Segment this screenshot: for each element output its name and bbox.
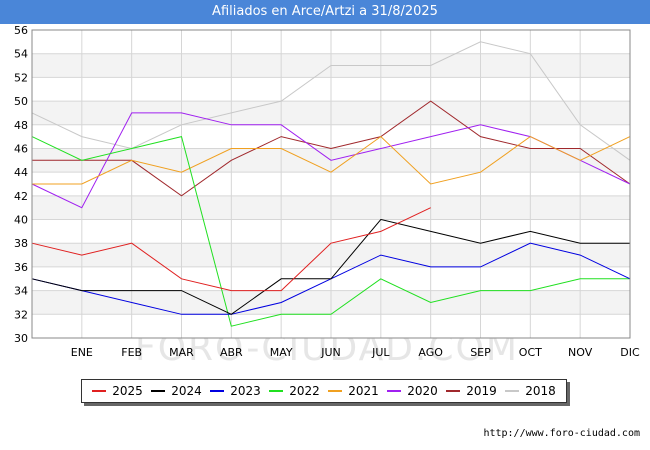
x-tick-label: ABR [220,346,243,359]
legend-swatch [387,390,402,392]
legend-label: 2018 [525,384,556,398]
y-tick-label: 34 [14,285,28,298]
series-line-2021 [32,135,631,185]
x-tick-label: SEP [470,346,491,359]
series-line-2022 [31,136,630,327]
legend-item-2023: 2023 [210,384,261,398]
legend-item-2025: 2025 [92,384,143,398]
y-tick-label: 38 [14,237,28,250]
y-tick-label: 42 [14,190,28,203]
y-tick-label: 50 [14,95,28,108]
plot-frame [31,29,631,339]
legend-swatch [92,390,107,392]
legend-item-2018: 2018 [505,384,556,398]
x-axis-labels: ENE FEB MAR ABR MAY JUN JUL AGO SEP OCT NOV DIC [71,346,640,359]
y-tick-label: 30 [14,332,28,345]
y-tick-label: 54 [14,48,28,61]
x-tick-label: NOV [568,346,593,359]
legend-label: 2021 [348,384,379,398]
series-line-2024 [31,218,630,315]
y-tick-label: 32 [14,308,28,321]
legend-swatch [210,390,225,392]
y-tick-label: 40 [14,214,28,227]
legend-swatch [269,390,284,392]
x-tick-label: JUL [371,346,390,359]
legend-label: 2019 [466,384,497,398]
y-axis-labels: 30 32 34 36 38 40 42 44 46 48 50 52 54 56 [14,24,28,345]
legend-label: 2022 [289,384,320,398]
legend-item-2019: 2019 [446,384,497,398]
x-tick-label: DIC [620,346,640,359]
x-tick-label: FEB [121,346,142,359]
y-tick-label: 56 [14,24,28,37]
legend-item-2024: 2024 [151,384,202,398]
legend-swatch [151,390,166,392]
x-tick-label: MAY [270,346,293,359]
chart-title: Afiliados en Arce/Artzi a 31/8/2025 [0,0,650,24]
y-tick-label: 36 [14,261,28,274]
x-tick-label: ENE [71,346,93,359]
legend-swatch [328,390,343,392]
y-tick-label: 46 [14,142,28,155]
y-tick-label: 48 [14,119,28,132]
legend-swatch [446,390,461,392]
legend: 2025 2024 2023 2022 2021 2020 2019 2018 [81,379,567,403]
x-tick-label: MAR [169,346,194,359]
legend-swatch [505,390,520,392]
y-tick-label: 52 [14,71,28,84]
legend-item-2021: 2021 [328,384,379,398]
legend-label: 2024 [171,384,202,398]
series-line-2025 [31,207,431,292]
source-url[interactable]: http://www.foro-ciudad.com [483,428,640,439]
legend-label: 2025 [112,384,143,398]
legend-label: 2020 [407,384,438,398]
legend-label: 2023 [230,384,261,398]
x-tick-label: JUN [320,346,341,359]
legend-item-2020: 2020 [387,384,438,398]
x-tick-label: OCT [519,346,542,359]
series-lines [31,41,631,327]
legend-item-2022: 2022 [269,384,320,398]
y-tick-label: 44 [14,166,28,179]
x-tick-label: AGO [418,346,443,359]
